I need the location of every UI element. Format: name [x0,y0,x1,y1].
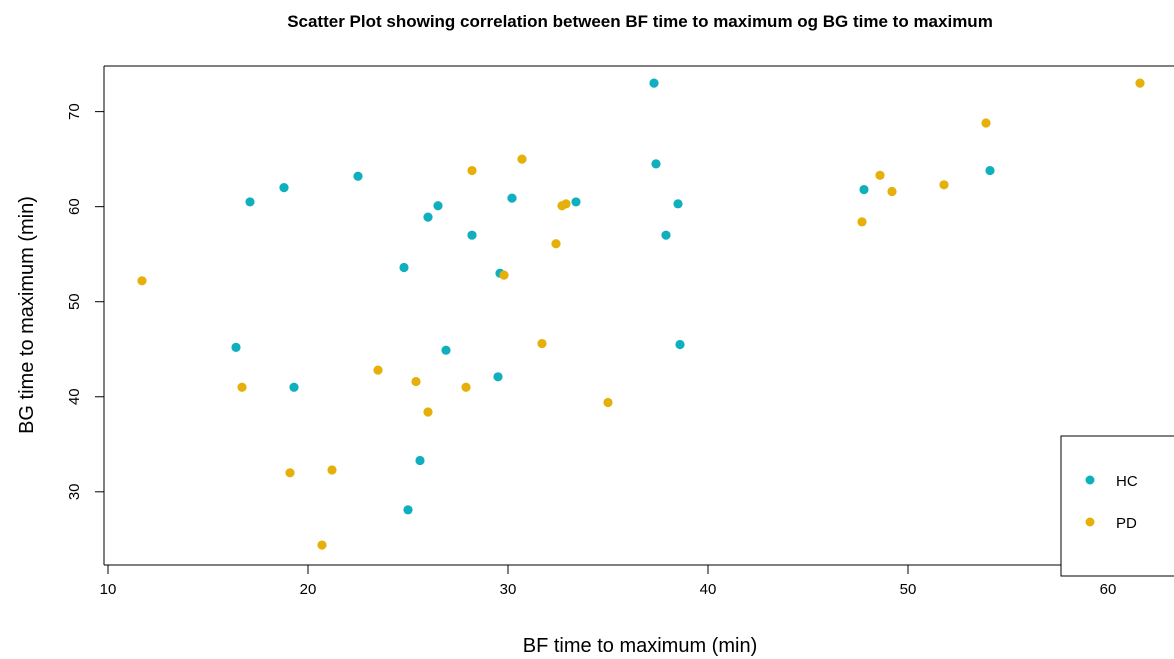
y-axis-label: BG time to maximum (min) [16,196,38,434]
y-tick-label: 50 [66,293,83,310]
y-tick-label: 60 [66,198,83,215]
point-hc [399,262,409,273]
point-pd [467,165,477,176]
point-hc [231,342,241,352]
point-pd [603,397,613,408]
point-pd [499,270,509,280]
x-tick-label: 20 [300,581,317,598]
plot-area [103,65,1174,566]
point-hc [985,165,995,176]
chart-title: Scatter Plot showing correlation between… [287,12,993,31]
x-tick-label: 60 [1100,581,1117,598]
point-hc [661,230,671,240]
point-pd [551,239,561,249]
point-hc [433,201,443,211]
point-pd [411,376,421,387]
legend-label-hc: HC [1116,473,1138,490]
point-hc [467,230,477,240]
point-hc [403,505,413,515]
legend-label-pd: PD [1116,515,1137,532]
point-hc [507,193,517,203]
x-axis: 10 20 30 40 50 60 [100,564,1117,598]
x-tick-label: 40 [700,581,717,598]
point-hc [279,183,289,193]
x-axis-label: BF time to maximum (min) [523,635,757,657]
legend-marker-pd [1085,517,1095,527]
point-hc [673,199,683,209]
point-hc [675,339,685,350]
x-tick-label: 30 [500,581,517,598]
point-hc [289,382,299,392]
point-hc [423,212,433,222]
point-pd [317,540,327,550]
point-pd [857,217,867,227]
legend-box [1060,435,1174,577]
x-tick-label: 10 [100,581,117,598]
point-pd [561,199,571,209]
point-hc [649,78,659,88]
point-pd [461,382,471,392]
y-tick-label: 70 [66,103,83,120]
point-pd [939,180,949,190]
point-pd [237,382,247,392]
point-hc [493,372,503,382]
x-tick-label: 50 [900,581,917,598]
point-pd [373,365,383,375]
point-pd [285,468,295,478]
point-pd [517,154,527,164]
legend: HC PD [1060,435,1174,577]
point-hc [859,184,869,195]
y-tick-label: 40 [66,388,83,405]
point-hc [441,345,451,355]
point-pd [537,338,547,349]
point-pd [137,276,147,286]
y-axis: 30 40 50 60 70 [66,103,105,500]
point-hc [245,197,255,207]
point-hc [651,159,661,169]
point-pd [1135,78,1145,88]
point-pd [423,407,433,417]
point-pd [875,170,885,180]
point-hc [353,171,363,181]
data-points [137,78,1145,550]
legend-marker-hc [1085,475,1095,485]
point-hc [415,455,425,466]
y-tick-label: 30 [66,483,83,500]
point-pd [981,118,991,128]
point-pd [327,465,337,475]
point-hc [571,197,581,207]
point-pd [887,186,897,197]
